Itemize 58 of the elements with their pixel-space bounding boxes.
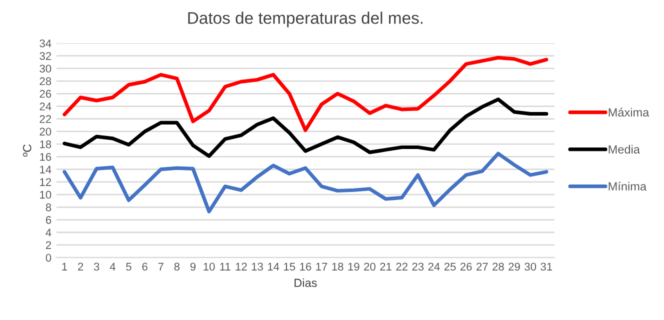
y-tick-label: 18	[40, 140, 52, 148]
y-tick-label: 2	[46, 241, 52, 250]
x-tick-label: 7	[158, 262, 164, 271]
y-tick-label: 10	[40, 190, 52, 199]
y-axis-title: ºC	[22, 144, 32, 157]
x-tick-label: 1	[62, 262, 68, 271]
x-tick-label: 8	[174, 262, 180, 271]
x-tick-label: 19	[348, 262, 360, 271]
legend-label: Máxima	[608, 108, 650, 117]
x-tick-label: 23	[412, 262, 424, 271]
x-tick-label: 18	[332, 262, 344, 271]
y-tick-label: 22	[40, 115, 52, 123]
x-tick-label: 27	[476, 262, 488, 271]
legend-label: Media	[608, 144, 640, 154]
y-tick-label: 12	[40, 178, 52, 186]
x-axis-title: Dias	[294, 278, 317, 288]
x-tick-label: 13	[252, 262, 263, 271]
x-tick-label: 21	[380, 262, 392, 271]
y-tick-label: 26	[40, 90, 52, 98]
x-tick-label: 24	[428, 262, 440, 271]
y-tick-label: 8	[46, 203, 52, 212]
line-series	[62, 152, 548, 214]
x-tick-label: 22	[396, 262, 408, 271]
y-tick-label: 30	[40, 64, 52, 73]
y-tick-label: 34	[40, 39, 52, 48]
x-tick-label: 25	[444, 262, 456, 271]
x-tick-label: 11	[220, 262, 230, 271]
x-tick-label: 6	[142, 262, 148, 271]
x-tick-label: 17	[316, 262, 328, 271]
x-tick-label: 26	[460, 262, 472, 271]
x-tick-label: 3	[94, 262, 100, 271]
line-series	[62, 98, 548, 158]
x-tick-label: 30	[524, 262, 536, 271]
y-tick-label: 0	[46, 254, 52, 262]
x-tick-label: 5	[126, 262, 132, 271]
x-tick-label: 12	[236, 262, 247, 271]
x-tick-label: 14	[268, 262, 280, 271]
x-tick-label: 28	[492, 262, 504, 271]
y-tick-label: 16	[40, 152, 52, 161]
y-tick-label: 32	[40, 52, 52, 60]
y-tick-label: 20	[40, 128, 52, 136]
x-tick-label: 15	[284, 262, 296, 271]
x-tick-label: 16	[300, 262, 312, 271]
legend-label: Mínima	[608, 182, 647, 191]
x-tick-label: 9	[190, 262, 196, 271]
x-tick-label: 29	[508, 262, 520, 271]
x-tick-label: 2	[78, 262, 84, 271]
y-tick-label: 28	[40, 77, 52, 86]
x-tick-label: 4	[110, 262, 116, 271]
y-tick-label: 6	[46, 216, 52, 224]
y-tick-label: 24	[40, 102, 52, 110]
x-tick-label: 20	[364, 262, 376, 271]
y-tick-label: 4	[46, 228, 52, 236]
x-tick-label: 10	[204, 262, 215, 271]
x-tick-label: 31	[540, 262, 552, 271]
y-tick-label: 14	[40, 166, 52, 174]
line-series	[62, 56, 548, 132]
chart-title: Datos de temperaturas del mes.	[188, 12, 423, 28]
